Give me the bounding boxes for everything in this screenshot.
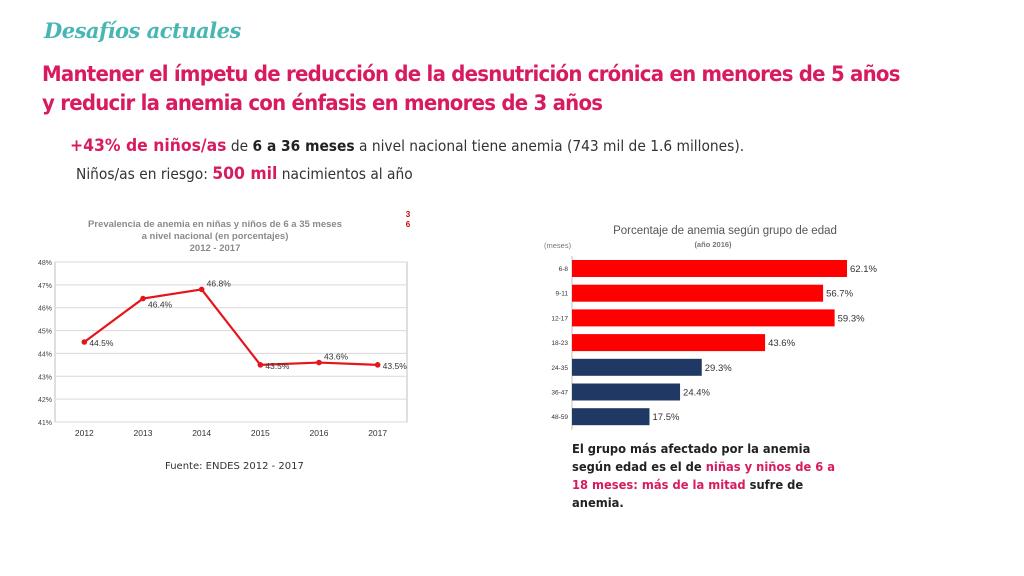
series-line (83, 288, 378, 366)
bar (572, 309, 835, 327)
caption-text-2: sufre de anemia. (572, 477, 804, 510)
stat-highlight: +43% de niños/as (70, 136, 227, 156)
risk-suffix: nacimientos al año (277, 165, 413, 183)
chart-title-line: a nivel nacional (en porcentajes) (142, 231, 289, 242)
chart-title: Porcentaje de anemia según grupo de edad (613, 225, 837, 237)
stat-text-1: de (226, 137, 253, 155)
data-label: 43.6% (324, 352, 349, 362)
risk-highlight: 500 mil (212, 164, 278, 184)
data-point (81, 339, 88, 345)
data-point (198, 286, 205, 293)
data-label: 43.5% (265, 361, 290, 371)
data-label: 43.5% (383, 361, 408, 371)
category-label: 18-23 (551, 340, 568, 347)
stat-bold: 6 a 36 meses (252, 137, 355, 155)
anemia-by-age-bar-chart: Porcentaje de anemia según grupo de edad… (544, 225, 878, 430)
bar (572, 284, 824, 302)
caption-highlight: niñas y niños de 6 a 18 meses: más de la… (572, 459, 836, 492)
stat-text-2: a nivel nacional tiene anemia (743 mil d… (354, 137, 745, 155)
y-tick-label: 43% (38, 374, 52, 381)
y-tick-label: 44% (38, 351, 52, 358)
y-tick-label: 41% (38, 420, 52, 427)
chart-title-line: Prevalencia de anemia en niñas y niños d… (88, 219, 342, 230)
category-label: 24-35 (551, 365, 568, 372)
chart-title-line: 2012 - 2017 (190, 243, 241, 254)
category-label: 36-47 (551, 390, 568, 397)
bar (572, 358, 702, 376)
y-tick-label: 45% (38, 329, 52, 336)
section-kicker: Desafíos actuales (44, 18, 241, 43)
data-label: 46.8% (207, 278, 232, 288)
y-tick-label: 48% (38, 260, 52, 267)
data-label: 46.4% (148, 300, 173, 310)
page-marker: 3 6 (404, 210, 412, 230)
y-tick-label: 47% (38, 283, 52, 290)
page-marker-top: 3 (405, 210, 411, 219)
chart-subtitle: (año 2016) (694, 240, 732, 249)
page-marker-bottom: 6 (405, 220, 411, 229)
bar (572, 334, 766, 352)
risk-line: Niños/as en riesgo: 500 mil nacimientos … (76, 164, 413, 184)
anemia-trend-line-chart: Prevalencia de anemia en niñas y niños d… (38, 219, 408, 438)
axis-label: (meses) (544, 241, 572, 250)
bar (572, 383, 681, 401)
bar (572, 260, 848, 277)
y-tick-label: 42% (38, 397, 52, 404)
category-label: 6-8 (559, 266, 569, 273)
bar-value-label: 29.3% (705, 363, 732, 374)
x-tick-label: 2014 (192, 428, 211, 438)
stat-line: +43% de niños/as de 6 a 36 meses a nivel… (70, 136, 744, 156)
x-tick-label: 2016 (310, 428, 329, 438)
y-tick-label: 46% (38, 306, 52, 313)
risk-prefix: Niños/as en riesgo: (76, 165, 213, 183)
headline: Mantener el ímpetu de reducción de la de… (42, 62, 900, 115)
x-tick-label: 2017 (368, 428, 387, 438)
x-tick-label: 2015 (251, 428, 270, 438)
caption: El grupo más afectado por la anemia segú… (572, 440, 848, 512)
bar-value-label: 17.5% (653, 412, 680, 423)
x-tick-label: 2012 (75, 428, 94, 438)
category-label: 9-11 (555, 291, 568, 298)
source-note: Fuente: ENDES 2012 - 2017 (165, 461, 304, 472)
bar-value-label: 56.7% (826, 289, 853, 300)
data-point (316, 359, 322, 366)
category-label: 12-17 (551, 315, 568, 322)
bar-value-label: 43.6% (768, 338, 795, 349)
x-tick-label: 2013 (134, 428, 153, 438)
category-label: 48-59 (551, 414, 568, 421)
bar-value-label: 62.1% (850, 264, 877, 275)
data-point (140, 295, 146, 302)
data-point (257, 362, 264, 368)
data-point (374, 362, 381, 368)
data-label: 44.5% (89, 338, 114, 348)
caption-text-1: El grupo más afectado por la anemia segú… (572, 441, 811, 474)
bar-value-label: 59.3% (838, 313, 865, 324)
bar-value-label: 24.4% (683, 388, 710, 399)
bar (572, 408, 650, 426)
